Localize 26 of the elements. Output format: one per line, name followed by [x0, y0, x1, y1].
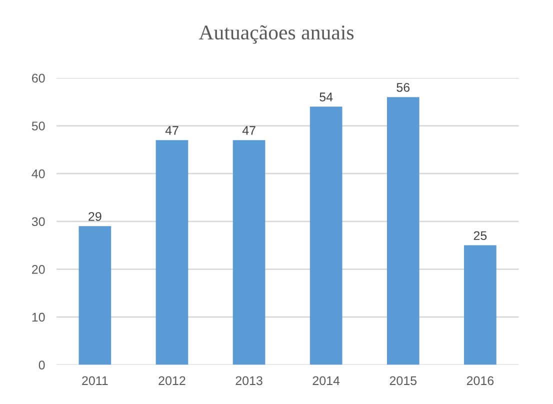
y-tick-label: 60 — [32, 74, 45, 83]
x-tick-label: 2011 — [82, 376, 108, 386]
bar — [386, 97, 420, 365]
x-tick-label: 2012 — [158, 376, 186, 386]
y-tick-label: 50 — [32, 122, 45, 130]
data-label: 56 — [396, 82, 410, 92]
x-tick-label: 2014 — [312, 376, 340, 386]
y-tick-label: 20 — [32, 265, 45, 274]
data-label: 47 — [165, 126, 178, 135]
y-tick-label: 0 — [38, 360, 45, 370]
data-label: 54 — [320, 92, 333, 102]
y-tick-label: 30 — [32, 217, 45, 226]
x-tick-label: 2013 — [236, 376, 262, 386]
chart-title: Autuaçãoes anuais — [198, 25, 354, 44]
y-tick-label: 10 — [32, 312, 45, 322]
data-label: 29 — [88, 212, 102, 221]
bar — [232, 140, 266, 365]
data-label: 25 — [474, 231, 487, 240]
x-tick-label: 2015 — [390, 376, 417, 386]
bar — [310, 106, 342, 365]
data-label: 47 — [242, 126, 256, 135]
bar — [78, 226, 112, 365]
bar — [464, 245, 496, 365]
bar — [156, 140, 188, 365]
x-tick-label: 2016 — [466, 376, 494, 386]
y-tick-label: 40 — [32, 169, 45, 178]
